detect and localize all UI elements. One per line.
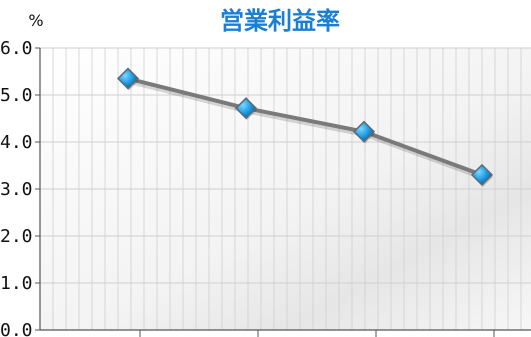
data-point-marker: [116, 67, 140, 90]
y-tick-labels: 0.0 1.0 2.0 3.0 4.0 5.0 6.0: [0, 38, 33, 337]
chart-title: 営業利益率: [220, 7, 340, 35]
y-tick-label: 5.0: [0, 85, 33, 106]
series-group: [116, 67, 494, 187]
y-tick-label: 1.0: [0, 273, 33, 294]
grid-lines: [40, 47, 531, 331]
series-line: [126, 76, 484, 177]
series-line-shadow: [127, 79, 487, 181]
y-tick-label: 3.0: [0, 179, 33, 200]
data-point-marker: [352, 120, 376, 143]
data-point-marker: [234, 97, 258, 120]
data-point-marker: [470, 163, 494, 186]
y-tick-label: 2.0: [0, 226, 33, 247]
y-unit-label: %: [28, 11, 43, 30]
y-tick-label: 0.0: [0, 320, 33, 337]
axes: [35, 47, 531, 337]
y-tick-label: 4.0: [0, 132, 33, 153]
y-tick-label: 6.0: [0, 38, 33, 59]
